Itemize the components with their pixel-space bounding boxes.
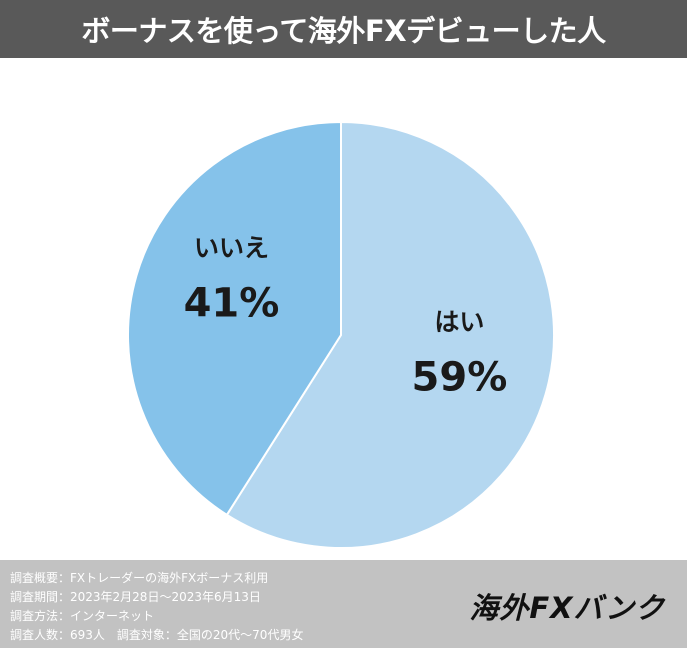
slice-value-label: 59% [412, 354, 508, 400]
brand-logo: 海外FXバンク [469, 591, 665, 625]
survey-period: 調査期間：2023年2月28日〜2023年6月13日 [10, 590, 261, 604]
survey-method: 調査方法：インターネット [10, 609, 155, 623]
survey-respondents-line: 調査人数：693人 調査対象：全国の20代〜70代男女 [10, 626, 303, 645]
pie-slice-yes [225, 120, 555, 549]
pie-chart: はい 59% いいえ 41% [127, 120, 555, 549]
footer: 調査概要：FXトレーダーの海外FXボーナス利用 調査期間：2023年2月28日〜… [0, 560, 687, 648]
survey-target: 調査対象：全国の20代〜70代男女 [116, 628, 304, 642]
chart-title: ボーナスを使って海外FXデビューした人 [81, 14, 606, 48]
pie-slice-no [127, 120, 342, 517]
chart-area: はい 59% いいえ 41% [0, 58, 687, 560]
survey-respondents: 調査人数：693人 [10, 628, 105, 642]
title-bar: ボーナスを使って海外FXデビューした人 [0, 0, 687, 58]
slice-category-label: いいえ [194, 234, 269, 263]
slice-category-label: はい [434, 307, 484, 336]
survey-info: 調査概要：FXトレーダーの海外FXボーナス利用 調査期間：2023年2月28日〜… [10, 569, 303, 645]
survey-overview: 調査概要：FXトレーダーの海外FXボーナス利用 [10, 571, 269, 585]
slice-value-label: 41% [184, 281, 280, 327]
